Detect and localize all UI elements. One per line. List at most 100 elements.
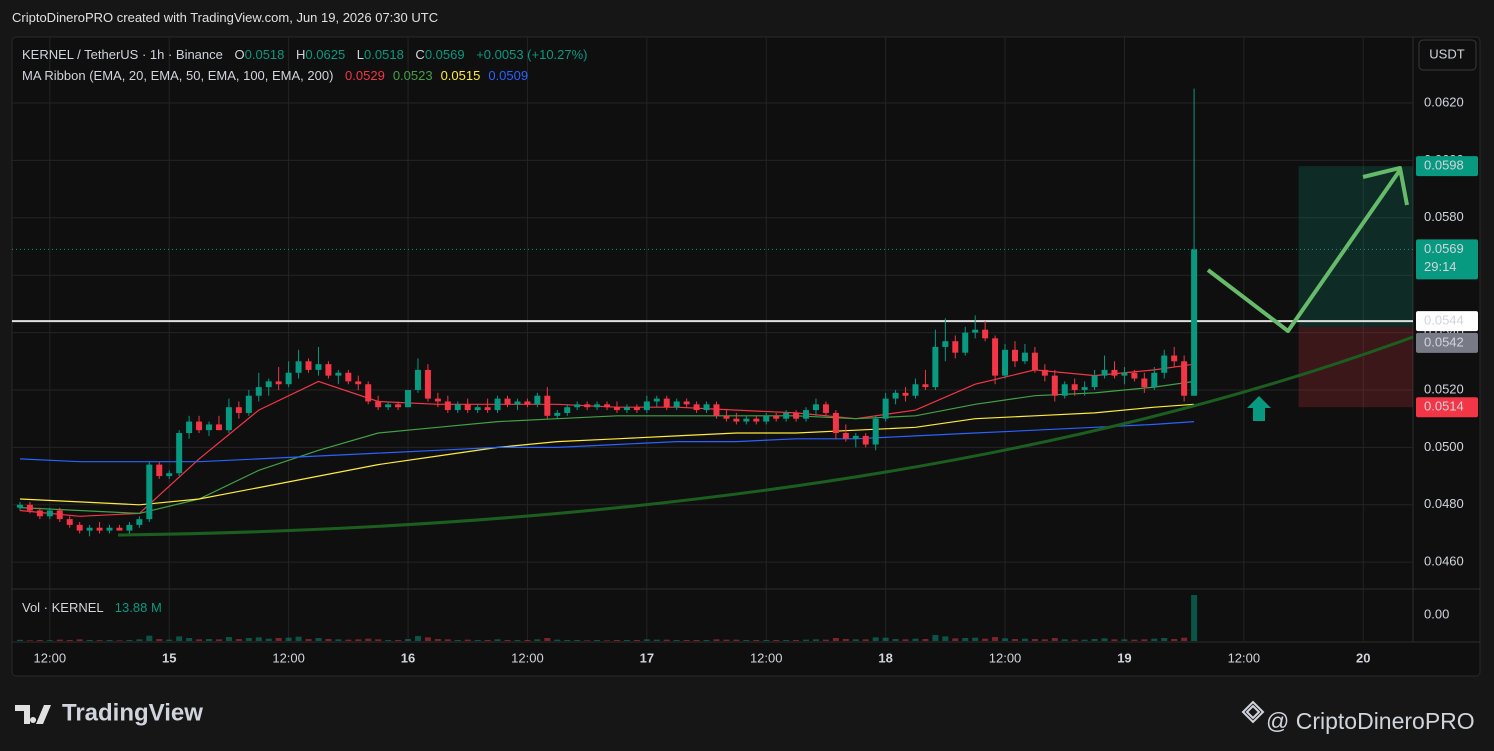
candle-body — [275, 381, 282, 385]
ma-line — [19, 380, 1195, 515]
candle-body — [106, 527, 113, 531]
volume-bar — [842, 639, 849, 641]
candle-body — [1051, 375, 1058, 396]
volume-bar — [822, 639, 829, 641]
volume-bar — [1111, 639, 1118, 641]
candle-body — [982, 329, 989, 339]
volume-bar — [932, 635, 939, 641]
candle-body — [763, 415, 770, 422]
candle-body — [464, 404, 471, 411]
candle-body — [355, 381, 362, 385]
volume-bar — [534, 639, 541, 641]
candle-body — [912, 384, 919, 396]
candle-body — [285, 372, 292, 385]
volume-bar — [484, 640, 491, 641]
ohlc-value: 0.0569 — [424, 47, 465, 62]
volume-bar — [245, 638, 252, 641]
symbol: KERNEL / TetherUS · 1h · Binance — [22, 47, 223, 62]
candle-body — [265, 381, 272, 388]
price-label: 0.0544 — [1424, 313, 1464, 328]
candle-body — [16, 504, 23, 508]
candle-body — [1071, 384, 1078, 390]
candle-body — [305, 361, 312, 370]
volume-bar — [305, 639, 312, 641]
candle-body — [713, 404, 720, 416]
y-tick-label: 0.0500 — [1424, 439, 1464, 454]
volume-bar — [86, 640, 93, 641]
up-arrow — [1247, 396, 1271, 421]
volume-bar — [1061, 639, 1068, 641]
currency-button[interactable] — [1418, 39, 1477, 71]
price-label: 0.0542 — [1424, 334, 1464, 349]
volume-bar — [504, 640, 511, 641]
volume-bar — [235, 639, 242, 641]
ohlc-value: 0.0518 — [364, 47, 404, 62]
volume-bar — [36, 640, 43, 641]
volume-bar — [922, 639, 929, 641]
candle-body — [862, 435, 869, 445]
volume-bar — [972, 637, 979, 641]
candle-body — [444, 401, 451, 411]
y-tick-label: 0.0460 — [1424, 554, 1464, 569]
candle-body — [1021, 352, 1028, 362]
candle-body — [753, 418, 760, 422]
volume-bar — [1071, 639, 1078, 641]
volume-bar — [56, 639, 63, 641]
candle-body — [315, 364, 322, 370]
price-label-box — [1416, 332, 1478, 353]
volume-bar — [365, 638, 372, 641]
volume-bar — [793, 640, 800, 641]
legend-row: KERNEL / TetherUS · 1h · Binance O0.0518… — [22, 44, 588, 65]
volume-bar — [962, 638, 969, 641]
volume-bar — [982, 638, 989, 641]
candle-body — [56, 510, 63, 520]
volume-bar — [872, 637, 879, 641]
candle-body — [623, 407, 630, 411]
candle-body — [494, 398, 501, 411]
volume-bar — [176, 636, 183, 641]
candle-body — [1151, 372, 1158, 388]
candle-body — [36, 510, 43, 517]
header-title: CriptoDineroPRO created with TradingView… — [12, 10, 439, 25]
currency-label[interactable]: USDT — [1429, 46, 1464, 61]
volume-bar — [275, 638, 282, 641]
candle-body — [96, 527, 103, 531]
candle-body — [235, 407, 242, 413]
candle-body — [952, 341, 959, 353]
candle-body — [1111, 369, 1118, 376]
volume-bar — [564, 640, 571, 641]
volume-bar — [942, 636, 949, 641]
candle-body — [126, 524, 133, 531]
x-tick-label: 12:00 — [34, 650, 67, 665]
candle-body — [872, 418, 879, 445]
volume-bar — [1011, 639, 1018, 641]
candle-body — [424, 369, 431, 399]
volume-tick-label: 0.00 — [1424, 606, 1449, 621]
target-zone — [1298, 166, 1413, 327]
ma-value: 0.0509 — [488, 68, 529, 83]
candle-body — [803, 410, 810, 419]
candle-body — [196, 421, 203, 431]
candle-body — [633, 407, 640, 411]
candle-body — [395, 404, 402, 408]
volume-bar — [206, 639, 213, 641]
ma-line — [19, 421, 1195, 463]
candle-body — [1131, 372, 1138, 379]
volume-bar — [1021, 638, 1028, 641]
volume-bar — [26, 640, 33, 641]
candle-body — [1002, 349, 1009, 376]
volume-bar — [96, 640, 103, 641]
candle-body — [136, 519, 143, 525]
volume-bar — [832, 638, 839, 641]
candle-body — [46, 510, 53, 517]
volume-bar — [673, 640, 680, 641]
candle-body — [474, 407, 481, 411]
volume-bar — [345, 639, 352, 641]
candle-body — [554, 412, 561, 416]
candle-body — [544, 395, 551, 416]
volume-bar — [992, 637, 999, 641]
volume-bar — [623, 640, 630, 641]
volume-bar — [126, 640, 133, 641]
price-label: 0.0514 — [1424, 399, 1464, 414]
